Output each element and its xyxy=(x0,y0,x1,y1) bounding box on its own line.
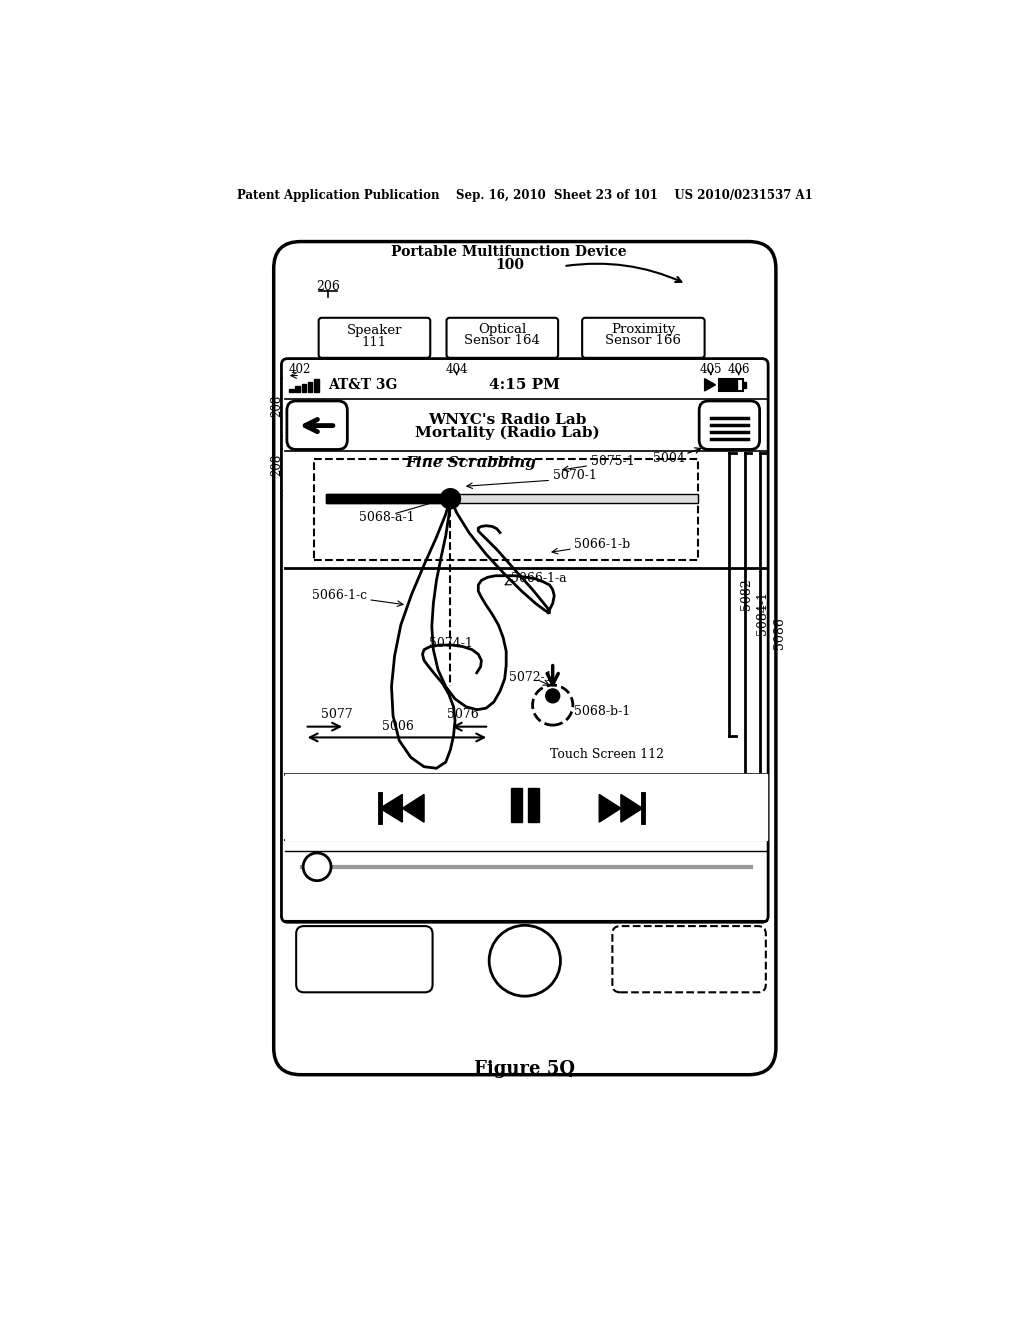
Text: 5084-1: 5084-1 xyxy=(756,591,769,635)
Text: Touch Screen 112: Touch Screen 112 xyxy=(550,748,664,760)
Text: 4:15 PM: 4:15 PM xyxy=(489,378,560,392)
Text: Fine Scrubbing: Fine Scrubbing xyxy=(406,457,536,470)
Text: 204: 204 xyxy=(512,960,538,974)
FancyBboxPatch shape xyxy=(282,359,768,923)
Text: 5075-1: 5075-1 xyxy=(591,455,635,469)
Text: 5086: 5086 xyxy=(773,618,785,649)
FancyBboxPatch shape xyxy=(273,242,776,1074)
FancyBboxPatch shape xyxy=(318,318,430,358)
Text: Proximity: Proximity xyxy=(611,323,676,335)
Text: 402: 402 xyxy=(289,363,311,376)
FancyBboxPatch shape xyxy=(583,318,705,358)
Polygon shape xyxy=(621,795,643,822)
Circle shape xyxy=(546,689,560,702)
Circle shape xyxy=(440,488,461,508)
Text: 5066-1-b: 5066-1-b xyxy=(574,539,631,552)
Text: 111: 111 xyxy=(361,335,387,348)
Text: 5077: 5077 xyxy=(322,708,353,721)
Text: 5006: 5006 xyxy=(382,721,414,733)
Text: 113: 113 xyxy=(351,960,378,974)
Text: 5066-1-a: 5066-1-a xyxy=(511,573,566,585)
Text: 206: 206 xyxy=(316,280,340,293)
Polygon shape xyxy=(705,379,716,391)
Bar xyxy=(314,459,698,561)
Bar xyxy=(528,788,539,822)
Bar xyxy=(327,494,451,503)
Text: 406: 406 xyxy=(727,363,750,376)
Text: 5004: 5004 xyxy=(652,453,684,465)
Text: WNYC's Radio Lab: WNYC's Radio Lab xyxy=(429,413,587,428)
Text: Mortality (Radio Lab): Mortality (Radio Lab) xyxy=(416,426,600,441)
Bar xyxy=(511,788,521,822)
Text: 168: 168 xyxy=(676,960,702,974)
FancyBboxPatch shape xyxy=(296,927,432,993)
Text: 5066-1-c: 5066-1-c xyxy=(311,589,367,602)
Circle shape xyxy=(303,853,331,880)
Text: 100: 100 xyxy=(495,257,524,272)
Bar xyxy=(327,494,698,503)
FancyBboxPatch shape xyxy=(287,401,347,449)
Bar xyxy=(720,380,737,389)
Text: Patent Application Publication    Sep. 16, 2010  Sheet 23 of 101    US 2010/0231: Patent Application Publication Sep. 16, … xyxy=(237,189,813,202)
Bar xyxy=(295,387,300,392)
Text: 5074-1: 5074-1 xyxy=(429,638,472,649)
Polygon shape xyxy=(402,795,424,822)
Circle shape xyxy=(489,925,560,997)
Bar xyxy=(743,381,746,388)
Text: 405: 405 xyxy=(699,363,722,376)
Text: AT&T 3G: AT&T 3G xyxy=(328,378,397,392)
Polygon shape xyxy=(599,795,621,822)
Bar xyxy=(719,379,743,391)
Text: 5072-1: 5072-1 xyxy=(509,671,553,684)
FancyBboxPatch shape xyxy=(699,401,760,449)
Text: Figure 5Q: Figure 5Q xyxy=(474,1060,575,1077)
Text: Home: Home xyxy=(504,946,546,961)
Text: 5082: 5082 xyxy=(740,578,754,610)
Text: Sensor 164: Sensor 164 xyxy=(465,334,541,347)
Text: 5068-b-1: 5068-b-1 xyxy=(574,705,631,718)
Polygon shape xyxy=(380,795,402,822)
FancyBboxPatch shape xyxy=(612,927,766,993)
Bar xyxy=(302,384,306,392)
Bar xyxy=(314,379,318,392)
Text: Optical: Optical xyxy=(478,323,526,335)
Text: Portable Multifunction Device: Portable Multifunction Device xyxy=(391,246,627,259)
Text: 208: 208 xyxy=(270,454,284,477)
Text: Speaker: Speaker xyxy=(347,325,402,338)
Text: 404: 404 xyxy=(445,363,468,376)
FancyBboxPatch shape xyxy=(446,318,558,358)
Text: 5076: 5076 xyxy=(446,708,478,721)
Text: Accelerometer(s): Accelerometer(s) xyxy=(632,948,746,961)
Text: 5068-a-1: 5068-a-1 xyxy=(359,511,415,524)
Text: Microphone: Microphone xyxy=(322,946,407,961)
Bar xyxy=(289,388,294,392)
Text: 208: 208 xyxy=(270,395,284,417)
Text: Sensor 166: Sensor 166 xyxy=(605,334,681,347)
Bar xyxy=(285,775,767,840)
Text: 5070-1: 5070-1 xyxy=(553,469,597,482)
Bar xyxy=(308,381,312,392)
